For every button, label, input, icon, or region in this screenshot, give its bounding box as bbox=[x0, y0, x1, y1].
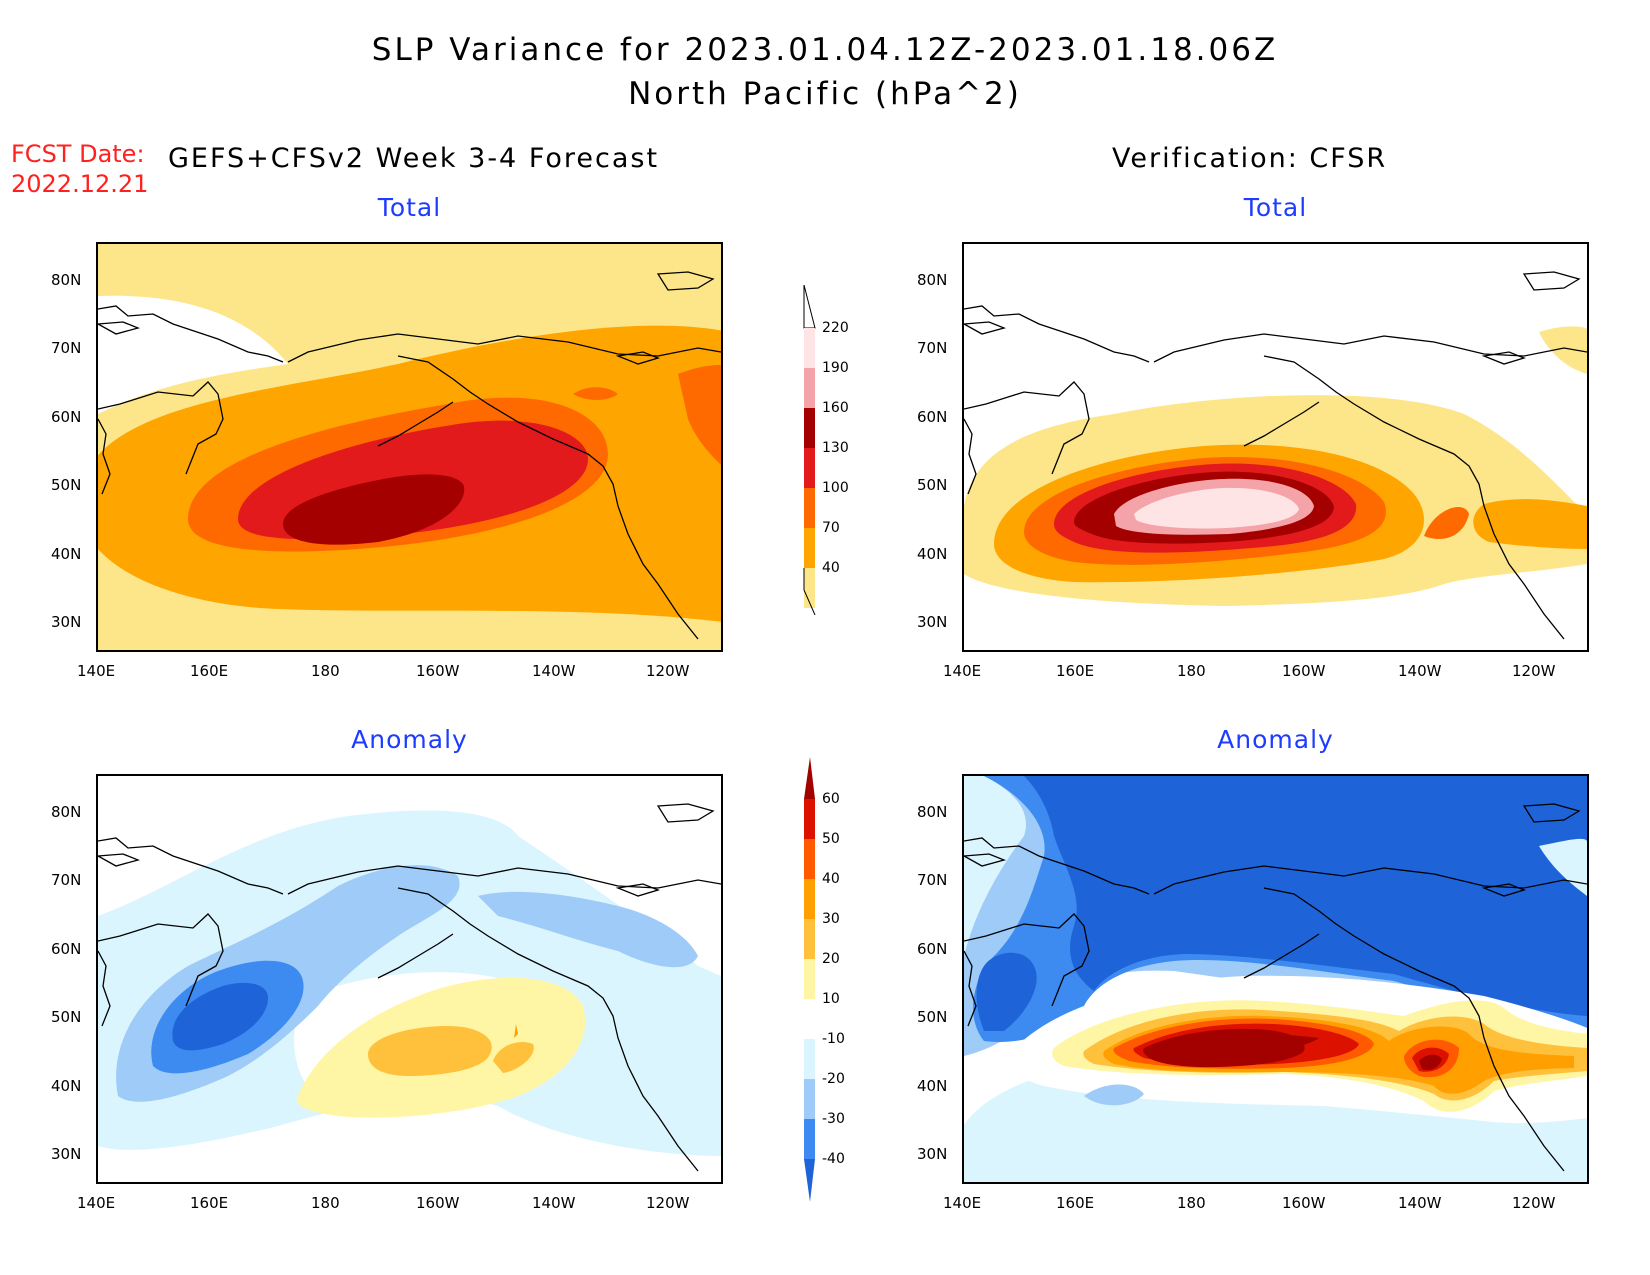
lon-label: 180 bbox=[1177, 662, 1206, 680]
lat-label: 80N bbox=[917, 271, 948, 289]
forecast-header: GEFS+CFSv2 Week 3-4 Forecast bbox=[168, 143, 660, 174]
colorbar-swatch bbox=[804, 879, 815, 919]
lat-label: 70N bbox=[51, 339, 82, 357]
colorbar-swatch bbox=[804, 568, 815, 608]
colorbar-total-swatches bbox=[803, 284, 816, 616]
colorbar-anomaly-label: -40 bbox=[822, 1151, 845, 1167]
map-forecast-total bbox=[96, 242, 723, 652]
colorbar-swatch bbox=[804, 368, 815, 408]
lon-label: 160E bbox=[1056, 1194, 1095, 1212]
colorbar-total: 40 70 100 130 160 190 220 bbox=[800, 284, 870, 616]
map-verification-total bbox=[962, 242, 1589, 652]
colorbar-total-label: 190 bbox=[822, 360, 849, 376]
lat-label: 80N bbox=[917, 803, 948, 821]
lat-label: 70N bbox=[917, 871, 948, 889]
main-title: SLP Variance for 2023.01.04.12Z-2023.01.… bbox=[371, 32, 1279, 68]
lat-label: 40N bbox=[917, 1077, 948, 1095]
panel-subtitle-fcst-anomaly: Anomaly bbox=[351, 725, 468, 754]
lon-label: 140W bbox=[1398, 662, 1442, 680]
lat-label: 30N bbox=[51, 613, 82, 631]
colorbar-anomaly-label: 40 bbox=[822, 871, 840, 887]
colorbar-total-label: 130 bbox=[822, 440, 849, 456]
lon-label: 180 bbox=[1177, 1194, 1206, 1212]
colorbar-swatch bbox=[804, 919, 815, 959]
colorbar-anomaly-label: 30 bbox=[822, 911, 840, 927]
colorbar-swatch bbox=[804, 488, 815, 528]
colorbar-anomaly-label: -30 bbox=[822, 1111, 845, 1127]
lon-label: 140W bbox=[532, 662, 576, 680]
colorbar-anomaly-swatches bbox=[804, 757, 815, 1202]
colorbar-swatch bbox=[804, 959, 815, 999]
lat-label: 60N bbox=[51, 940, 82, 958]
colorbar-anomaly-label: 20 bbox=[822, 951, 840, 967]
lat-label: 60N bbox=[917, 408, 948, 426]
lon-label: 120W bbox=[1512, 662, 1556, 680]
lon-label: 140W bbox=[532, 1194, 576, 1212]
lon-label: 160W bbox=[416, 1194, 460, 1212]
colorbar-anomaly-label: -10 bbox=[822, 1031, 845, 1047]
lon-label: 160W bbox=[416, 662, 460, 680]
lat-label: 30N bbox=[917, 1145, 948, 1163]
lon-label: 160E bbox=[1056, 662, 1095, 680]
lon-label: 120W bbox=[1512, 1194, 1556, 1212]
lat-label: 60N bbox=[917, 940, 948, 958]
lat-label: 80N bbox=[51, 271, 82, 289]
fcst-date-label: FCST Date: bbox=[11, 140, 145, 168]
lon-label: 140E bbox=[943, 662, 982, 680]
lon-label: 160W bbox=[1282, 662, 1326, 680]
panel-subtitle-fcst-total: Total bbox=[377, 193, 442, 222]
lon-label: 140W bbox=[1398, 1194, 1442, 1212]
lon-label: 180 bbox=[311, 662, 340, 680]
lat-label: 70N bbox=[917, 339, 948, 357]
colorbar-swatch bbox=[804, 1079, 815, 1119]
lon-label: 160W bbox=[1282, 1194, 1326, 1212]
colorbar-total-label: 40 bbox=[822, 560, 840, 576]
fcst-date-value: 2022.12.21 bbox=[11, 170, 149, 198]
colorbar-swatch bbox=[804, 1119, 815, 1159]
lat-label: 50N bbox=[51, 1008, 82, 1026]
lat-label: 30N bbox=[917, 613, 948, 631]
lat-label: 70N bbox=[51, 871, 82, 889]
main-subtitle: North Pacific (hPa^2) bbox=[628, 76, 1022, 112]
map-verification-anomaly bbox=[962, 774, 1589, 1184]
lon-label: 140E bbox=[943, 1194, 982, 1212]
lon-label: 140E bbox=[77, 662, 116, 680]
colorbar-total-label: 100 bbox=[822, 480, 849, 496]
lat-label: 80N bbox=[51, 803, 82, 821]
colorbar-swatch bbox=[804, 1039, 815, 1079]
lat-label: 50N bbox=[917, 476, 948, 494]
colorbar-swatch bbox=[804, 528, 815, 568]
colorbar-swatch bbox=[804, 839, 815, 879]
lat-label: 40N bbox=[51, 545, 82, 563]
lat-label: 60N bbox=[51, 408, 82, 426]
colorbar-anomaly-label: 10 bbox=[822, 991, 840, 1007]
lat-label: 50N bbox=[51, 476, 82, 494]
lat-label: 40N bbox=[51, 1077, 82, 1095]
colorbar-anomaly-label: 50 bbox=[822, 831, 840, 847]
colorbar-swatch bbox=[804, 408, 815, 448]
lon-label: 160E bbox=[190, 1194, 229, 1212]
lon-label: 120W bbox=[646, 1194, 690, 1212]
lon-label: 140E bbox=[77, 1194, 116, 1212]
colorbar-total-label: 220 bbox=[822, 320, 849, 336]
map-forecast-anomaly bbox=[96, 774, 723, 1184]
colorbar-total-label: 160 bbox=[822, 400, 849, 416]
panel-subtitle-obs-total: Total bbox=[1243, 193, 1308, 222]
verification-header: Verification: CFSR bbox=[1112, 143, 1388, 174]
lon-label: 120W bbox=[646, 662, 690, 680]
colorbar-swatch bbox=[804, 999, 815, 1039]
lat-label: 30N bbox=[51, 1145, 82, 1163]
colorbar-total-label: 70 bbox=[822, 520, 840, 536]
colorbar-anomaly: 60 50 40 30 20 10 -10 -20 -30 -40 bbox=[800, 757, 870, 1207]
colorbar-swatch bbox=[804, 448, 815, 488]
lat-label: 50N bbox=[917, 1008, 948, 1026]
colorbar-anomaly-label: 60 bbox=[822, 791, 840, 807]
colorbar-swatch bbox=[804, 799, 815, 839]
lon-label: 160E bbox=[190, 662, 229, 680]
colorbar-swatch bbox=[804, 328, 815, 368]
lat-label: 40N bbox=[917, 545, 948, 563]
panel-subtitle-obs-anomaly: Anomaly bbox=[1217, 725, 1334, 754]
lon-label: 180 bbox=[311, 1194, 340, 1212]
colorbar-anomaly-label: -20 bbox=[822, 1071, 845, 1087]
